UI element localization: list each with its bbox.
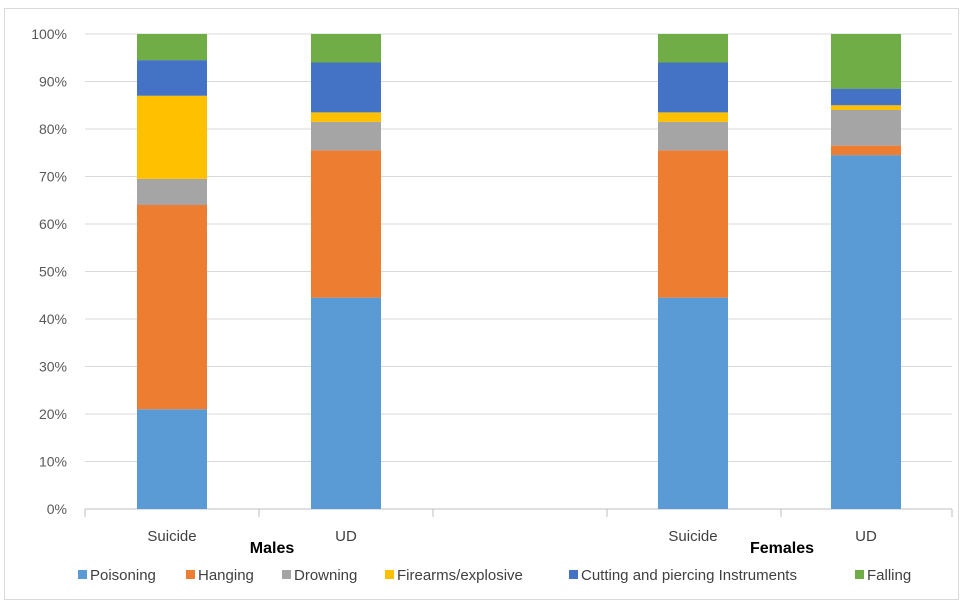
legend-label: Poisoning (90, 567, 156, 584)
bar-segment-hanging (137, 205, 207, 410)
y-tick-label: 30% (39, 359, 67, 375)
bar-segment-hanging (658, 150, 728, 298)
legend-swatch (78, 570, 87, 579)
y-tick-label: 10% (39, 454, 67, 470)
bar-segment-falling (137, 34, 207, 61)
bar-segment-cutting-and-piercing-instruments (137, 60, 207, 96)
bar-segment-drowning (831, 110, 901, 146)
legend-label: Firearms/explosive (397, 567, 523, 584)
legend: Poisoning Hanging Drowning Firearms/explosi… (78, 567, 911, 584)
gridlines (85, 33, 952, 510)
legend-swatch (569, 570, 578, 579)
y-tick-label: 40% (39, 311, 67, 327)
bar-segment-poisoning (831, 155, 901, 509)
legend-swatch (282, 570, 291, 579)
bar-segment-falling (658, 34, 728, 63)
x-category-label: UD (335, 528, 357, 545)
bar-segment-poisoning (137, 409, 207, 509)
bar-segment-hanging (831, 145, 901, 156)
x-category-label: Suicide (668, 528, 717, 545)
bar-segment-cutting-and-piercing-instruments (831, 88, 901, 106)
group-label: Females (750, 540, 814, 557)
x-category-label: UD (855, 528, 877, 545)
bar-segment-drowning (658, 121, 728, 151)
legend-swatch (385, 570, 394, 579)
bar-segment-poisoning (658, 297, 728, 509)
legend-label: Falling (867, 567, 911, 584)
y-tick-label: 90% (39, 74, 67, 90)
y-tick-label: 20% (39, 406, 67, 422)
bar-segment-drowning (137, 178, 207, 205)
bar-segment-cutting-and-piercing-instruments (658, 62, 728, 113)
axes: 0% 10% 20% 30% 40% 50% 60% 70% 80% 90% 100% Suicide… (31, 26, 953, 557)
y-tick-label: 0% (47, 501, 67, 517)
bar-segment-falling (831, 34, 901, 89)
y-tick-label: 60% (39, 216, 67, 232)
y-tick-label: 50% (39, 264, 67, 280)
legend-label: Cutting and piercing Instruments (581, 567, 797, 584)
bar-segment-cutting-and-piercing-instruments (311, 62, 381, 113)
legend-swatch (855, 570, 864, 579)
bar-segment-falling (311, 34, 381, 63)
bar-segment-poisoning (311, 297, 381, 509)
bar-segment-firearms-explosive (137, 95, 207, 179)
y-tick-label: 100% (31, 26, 67, 42)
y-tick-label: 80% (39, 121, 67, 137)
group-label: Males (250, 540, 295, 557)
legend-swatch (186, 570, 195, 579)
bar-segment-firearms-explosive (831, 105, 901, 110)
bar-segment-hanging (311, 150, 381, 298)
bar-segment-firearms-explosive (658, 112, 728, 122)
bar-segment-firearms-explosive (311, 112, 381, 122)
bars (137, 34, 901, 509)
x-category-label: Suicide (147, 528, 196, 545)
bar-segment-drowning (311, 121, 381, 151)
y-tick-label: 70% (39, 169, 67, 185)
legend-label: Drowning (294, 567, 357, 584)
legend-label: Hanging (198, 567, 254, 584)
